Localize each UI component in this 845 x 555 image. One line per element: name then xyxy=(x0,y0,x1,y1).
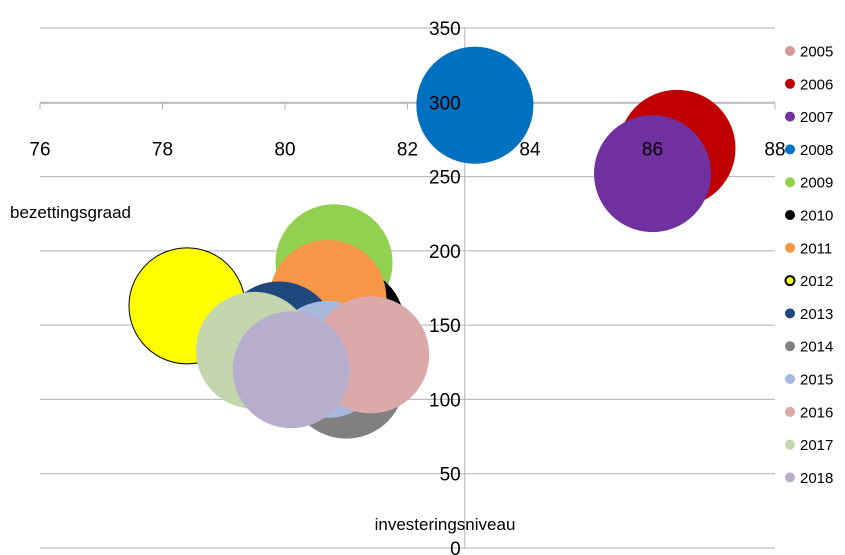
legend-marker-2015 xyxy=(785,374,795,384)
legend-label-2014: 2014 xyxy=(800,339,833,356)
legend-marker-2005 xyxy=(785,46,795,56)
legend-label-2009: 2009 xyxy=(800,175,833,192)
legend-label-2012: 2012 xyxy=(800,273,833,290)
legend-entry-2015: 2015 xyxy=(785,372,833,389)
legend-entry-2016: 2016 xyxy=(785,404,833,421)
legend-entry-2008: 2008 xyxy=(785,142,833,159)
y-tick-label-150: 150 xyxy=(429,316,461,337)
legend-label-2011: 2011 xyxy=(800,240,832,257)
x-axis-title: investeringsniveau xyxy=(375,515,516,534)
legend-marker-2014 xyxy=(785,341,795,352)
y-tick-label-350: 350 xyxy=(429,19,461,40)
bubbles xyxy=(128,46,736,439)
x-tick-label-80: 80 xyxy=(274,139,295,160)
legend-label-2015: 2015 xyxy=(800,372,833,389)
y-tick-label-300: 300 xyxy=(429,93,461,114)
legend-entry-2006: 2006 xyxy=(785,76,833,93)
legend-label-2010: 2010 xyxy=(800,208,833,225)
bubble-2008 xyxy=(416,46,534,164)
legend: 2005 2006 2007 2008 2009 2010 2011 2012 2013 2014… xyxy=(784,44,833,487)
y-tick-label-250: 250 xyxy=(429,168,461,189)
legend-marker-2017 xyxy=(785,439,795,450)
legend-label-2013: 2013 xyxy=(800,306,833,323)
y-tick-label-0: 0 xyxy=(450,539,461,555)
legend-entry-2013: 2013 xyxy=(785,306,833,323)
legend-entry-2005: 2005 xyxy=(785,44,833,61)
x-tick-label-82: 82 xyxy=(397,139,418,160)
legend-label-2007: 2007 xyxy=(800,109,833,126)
legend-marker-2011 xyxy=(785,242,795,253)
legend-label-2018: 2018 xyxy=(800,470,833,487)
legend-entry-2011: 2011 xyxy=(785,240,832,257)
legend-entry-2017: 2017 xyxy=(785,437,833,454)
tick-labels: 76 78 80 82 84 86 88 0 50 100 150 200 250 300 350 xyxy=(29,19,785,555)
legend-marker-2008 xyxy=(785,144,795,155)
legend-entry-2014: 2014 xyxy=(785,339,833,356)
y-tick-label-100: 100 xyxy=(429,390,461,411)
x-tick-label-78: 78 xyxy=(152,139,173,160)
legend-marker-2007 xyxy=(785,111,795,122)
bubble-2007 xyxy=(594,115,711,233)
legend-entry-2007: 2007 xyxy=(785,109,833,126)
x-tick-label-76: 76 xyxy=(29,139,50,160)
legend-label-2016: 2016 xyxy=(800,404,833,421)
legend-marker-2006 xyxy=(785,78,795,89)
legend-entry-2010: 2010 xyxy=(785,208,833,225)
legend-entry-2012: 2012 xyxy=(784,273,833,290)
legend-marker-2009 xyxy=(785,177,795,188)
x-tick-label-84: 84 xyxy=(519,139,541,160)
x-tick-label-88: 88 xyxy=(764,139,785,160)
legend-marker-2016 xyxy=(785,406,795,417)
bubble-2018 xyxy=(232,311,350,429)
y-axis-title: bezettingsgraad xyxy=(10,203,131,222)
legend-marker-2013 xyxy=(785,308,795,319)
legend-label-2017: 2017 xyxy=(800,437,833,454)
legend-marker-2012 xyxy=(784,275,796,287)
legend-entry-2009: 2009 xyxy=(785,175,833,192)
x-tick-label-86: 86 xyxy=(642,139,663,160)
y-tick-label-50: 50 xyxy=(440,465,461,486)
legend-marker-2010 xyxy=(785,210,795,220)
legend-label-2006: 2006 xyxy=(800,76,833,93)
legend-label-2005: 2005 xyxy=(800,44,833,61)
legend-entry-2018: 2018 xyxy=(785,470,833,487)
legend-marker-2018 xyxy=(785,472,795,483)
legend-label-2008: 2008 xyxy=(800,142,833,159)
y-tick-label-200: 200 xyxy=(429,242,461,263)
